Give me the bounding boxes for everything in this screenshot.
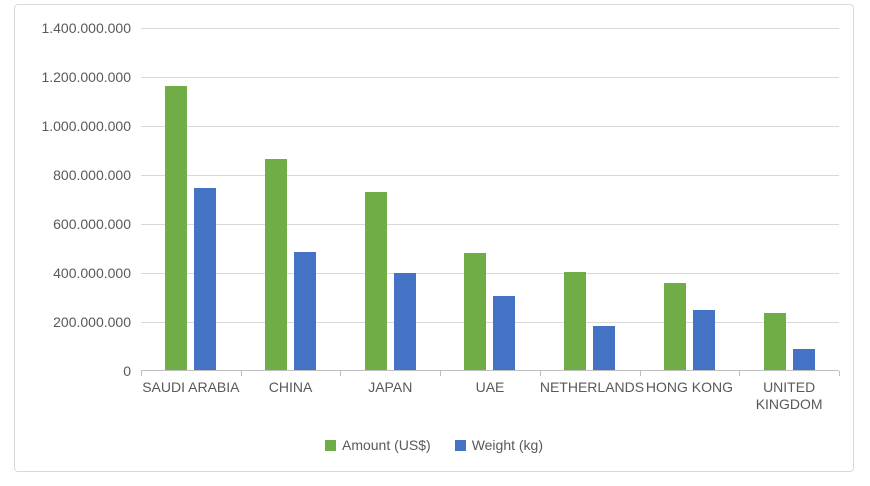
plot-area [141, 27, 840, 376]
gridline [141, 273, 839, 274]
gridline [141, 28, 839, 29]
bar-series-0[interactable] [564, 271, 587, 370]
gridline [141, 77, 839, 78]
bar-series-0[interactable] [464, 253, 487, 370]
legend-label: Amount (US$) [341, 437, 431, 453]
x-axis-line [141, 370, 839, 371]
x-category-label: UNITED KINGDOM [755, 379, 823, 412]
x-category-label: UAE [475, 379, 505, 395]
legend-item[interactable]: Amount (US$) [324, 437, 431, 453]
legend: Amount (US$) Weight (kg) [15, 437, 853, 453]
bar-series-1[interactable] [792, 348, 815, 370]
bar-series-0[interactable] [663, 282, 686, 370]
bar-series-1[interactable] [593, 325, 616, 370]
category-group [440, 27, 540, 370]
bar-series-0[interactable] [265, 159, 288, 370]
bar-series-1[interactable] [294, 251, 317, 370]
category-group [241, 27, 341, 370]
category-group [540, 27, 640, 370]
y-tick-label: 1.200.000.000 [41, 69, 131, 85]
y-axis-labels: 0 200.000.000 400.000.000 600.000.000 800.00… [15, 20, 131, 379]
gridline [141, 322, 839, 323]
y-tick-label: 400.000.000 [53, 265, 131, 281]
y-tick-label: 0 [123, 363, 131, 379]
category-group [739, 27, 839, 370]
x-axis-tick [640, 371, 641, 376]
x-category-label: HONG KONG [645, 379, 733, 395]
x-category-label: JAPAN [368, 379, 413, 395]
bar-series-1[interactable] [493, 296, 516, 370]
bar-series-0[interactable] [364, 191, 387, 370]
bar-series-1[interactable] [692, 309, 715, 370]
gridline [141, 224, 839, 225]
x-axis-tick [839, 371, 840, 376]
legend-item[interactable]: Weight (kg) [454, 437, 544, 453]
x-axis-tick [440, 371, 441, 376]
x-axis-tick [141, 371, 142, 376]
legend-swatch-icon [324, 439, 336, 451]
gridline [141, 126, 839, 127]
y-tick-label: 1.400.000.000 [41, 20, 131, 36]
x-category-label: CHINA [268, 379, 313, 395]
x-axis-tick [241, 371, 242, 376]
x-axis-tick [540, 371, 541, 376]
chart-panel[interactable]: 0 200.000.000 400.000.000 600.000.000 800.00… [14, 4, 854, 472]
y-tick-label: 200.000.000 [53, 314, 131, 330]
gridline [141, 175, 839, 176]
legend-swatch-icon [454, 439, 466, 451]
x-axis-tick [739, 371, 740, 376]
bar-series-1[interactable] [393, 272, 416, 370]
bar-series-0[interactable] [763, 313, 786, 370]
x-category-label: NETHERLANDS [539, 379, 645, 395]
y-tick-label: 600.000.000 [53, 216, 131, 232]
category-group [141, 27, 241, 370]
y-tick-label: 800.000.000 [53, 167, 131, 183]
category-group [340, 27, 440, 370]
category-group [640, 27, 740, 370]
bar-series-1[interactable] [194, 187, 217, 370]
bar-series-0[interactable] [165, 85, 188, 370]
x-axis-tick [340, 371, 341, 376]
y-tick-label: 1.000.000.000 [41, 118, 131, 134]
legend-label: Weight (kg) [471, 437, 544, 453]
x-category-label: SAUDI ARABIA [142, 379, 240, 395]
